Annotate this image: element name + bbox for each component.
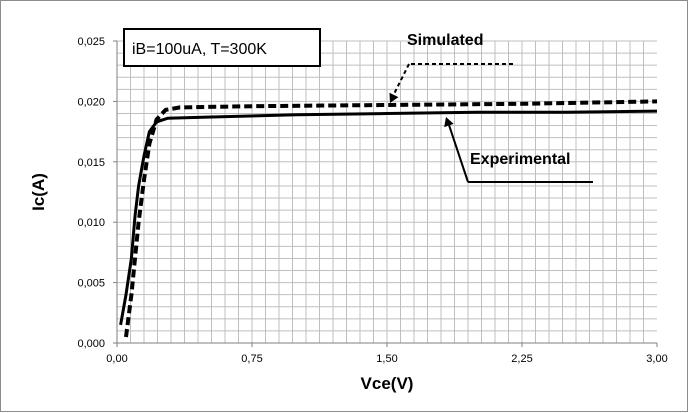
series-line-experimental [119, 109, 658, 326]
x-tick-label: 3,00 [646, 353, 667, 365]
y-tick-label: 0,015 [77, 157, 105, 169]
arrow-head-icon [444, 117, 454, 128]
x-tick-label: 2,25 [511, 353, 532, 365]
series-layer [119, 99, 658, 338]
grid [117, 40, 657, 343]
x-axis-title: Vce(V) [361, 374, 414, 393]
annotations: Simulated Experimental [389, 32, 593, 183]
conditions-box-frame [123, 28, 321, 67]
y-tick-label: 0,000 [77, 338, 105, 350]
y-tick-label: 0,020 [77, 96, 105, 108]
y-tick-labels: 0,000 0,005 0,010 0,015 0,020 0,025 [77, 36, 105, 350]
y-axis-title: Ic(A) [29, 173, 48, 211]
y-tick-label: 0,025 [77, 36, 105, 48]
conditions-label: iB=100uA, T=300K [132, 41, 267, 58]
conditions-box: iB=100uA, T=300K [123, 28, 321, 67]
arrow-head-icon [389, 92, 399, 103]
series-line-simulated [124, 99, 658, 338]
annotation-experimental-leader-diag [448, 124, 469, 183]
x-tick-labels: 0,00 0,75 1,50 2,25 3,00 [106, 353, 667, 365]
y-tick-label: 0,010 [77, 217, 105, 229]
y-tick-label: 0,005 [77, 278, 105, 290]
annotation-simulated-label: Simulated [407, 32, 483, 49]
annotation-experimental-label: Experimental [470, 151, 570, 168]
x-tick-label: 1,50 [376, 353, 397, 365]
x-tick-label: 0,00 [106, 353, 127, 365]
axes [113, 40, 658, 347]
annotation-simulated-leader-diag [392, 63, 410, 97]
x-tick-label: 0,75 [241, 353, 262, 365]
